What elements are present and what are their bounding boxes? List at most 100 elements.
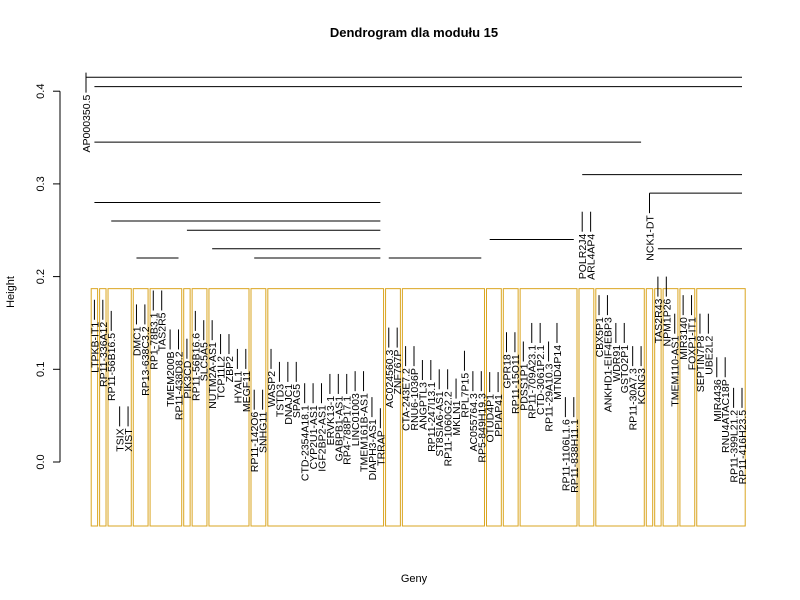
leaf-label: PIK3CD [182, 360, 194, 398]
leaf-label: AC055764.3 [468, 393, 480, 452]
leaf-label: RNU4ATAC18P [720, 379, 732, 453]
leaf-label: RP11-399L21.2 [729, 410, 741, 483]
leaf-label: TAS2R5 [157, 312, 169, 351]
leaf-label: TSIX [115, 428, 127, 451]
leaf-label: AP000350.5 [81, 95, 93, 153]
leaf-label: RP11-838H11.1 [569, 419, 581, 493]
leaf-label: RP11-336A12 [98, 322, 110, 387]
y-tick-label: 0.0 [35, 454, 47, 469]
cluster-box [662, 288, 679, 527]
cluster-box [679, 288, 696, 527]
leaf-label: GSTO2P1 [619, 345, 631, 393]
leaf-label: RP11-247I13.1 [426, 382, 438, 452]
y-tick-label: 0.3 [35, 176, 47, 191]
leaf-label: ZNF767P [392, 350, 404, 395]
cluster-box [191, 288, 208, 527]
leaf-label: TSTD3 [274, 384, 286, 417]
leaf-label: SLC5A5 [199, 342, 211, 381]
leaf-label: CTD-3061P2.1 [535, 345, 547, 415]
leaf-label: CYP2U1-AS1 [308, 405, 320, 469]
leaf-label: SPAG5 [291, 384, 303, 418]
cluster-box [183, 288, 191, 527]
y-axis-label: Height [5, 276, 17, 308]
cluster-box [578, 288, 595, 527]
leaf-label: RP13-638C3.2 [140, 326, 152, 396]
leaf-label: LTPKB-IT1 [89, 322, 101, 373]
leaf-label: NUTM2A-AS1 [207, 342, 219, 409]
y-tick-label: 0.1 [35, 362, 47, 377]
leaf-label: RP1-78B3.1 [148, 312, 160, 369]
leaf-label: WASP2 [266, 371, 278, 408]
leaf-label: SEPTIN7P8 [695, 336, 707, 393]
cluster-box [645, 288, 654, 527]
leaf-label: GPR18 [502, 354, 514, 389]
cluster-box [385, 288, 401, 527]
y-tick-label: 0.4 [35, 84, 47, 99]
cluster-box [401, 288, 485, 527]
y-tick-label: 0.2 [35, 269, 47, 284]
cluster-box [250, 288, 267, 527]
dendrogram-tree [85, 72, 743, 429]
leaf-label: CBX5P1 [594, 317, 606, 357]
y-axis: 0.0 0.1 0.2 0.3 0.4 [35, 84, 61, 470]
leaf-label: RP11-15O11 [510, 354, 522, 414]
x-axis-label: Geny [401, 573, 428, 585]
leaf-label: IGF2BP2-AS1 [316, 405, 328, 472]
leaf-label: SNHG11 [258, 412, 270, 453]
leaf-label: ZBP2 [224, 356, 236, 382]
leaf-label: TMEM200B [165, 351, 177, 406]
leaf-label: ARL4AP4 [586, 234, 598, 280]
leaf-label: ST8SIA6-AS1 [434, 391, 446, 457]
cluster-box [485, 288, 502, 527]
leaf-label: NCK1-DT [644, 215, 656, 261]
leaf-label: MEGF11 [241, 371, 253, 412]
cluster-box [595, 288, 645, 527]
leaf-label: MTND4P14 [552, 345, 564, 400]
leaf-label: RP5-849H19.3 [476, 393, 488, 463]
leaf-label: RP11-416H23.5 [737, 410, 749, 485]
leaf-label: CTD-2354A18.1 [300, 405, 312, 481]
leaf-label: ANGPTL3 [417, 382, 429, 430]
leaf-label: ANKHD1-EIF4EBP3 [602, 317, 614, 412]
leaf-label: PPIAP41 [493, 394, 505, 437]
leaf-label: XIST [123, 428, 135, 452]
leaf-label: DMC1 [131, 326, 143, 356]
leaf-label: TAS2R43 [653, 298, 665, 343]
cluster-box [502, 288, 519, 527]
leaf-label: TCP11L2 [216, 356, 228, 400]
leaf-label: RP11-709A23.1 [527, 345, 539, 419]
leaf-label: MIR4436 [712, 379, 724, 422]
cluster-box [519, 288, 578, 527]
cluster-boxes [90, 288, 746, 527]
cluster-box [90, 288, 99, 527]
leaf-label: UBE2L2 [703, 336, 715, 375]
leaf-label: RP11-29A10.3 [544, 363, 556, 431]
leaf-label: NPM1P26 [661, 298, 673, 346]
leaf-label: RP11-438D8.2 [174, 351, 186, 420]
leaf-label: HYAL1 [232, 371, 244, 404]
leaf-label: RNU6-1036P [409, 368, 421, 430]
leaf-label: RP11-142O6 [249, 412, 261, 473]
leaf-label: DNAJC1 [283, 384, 295, 425]
leaf-label: ERVK13-1 [325, 396, 337, 446]
cluster-box [107, 288, 132, 527]
cluster-box [99, 288, 107, 527]
leaf-label: TMEM110-AS1 [670, 336, 682, 407]
leaf-label: GABPB1-AS1 [333, 396, 345, 462]
leaf-label: CTA-243E7.2 [401, 368, 413, 431]
cluster-box [149, 288, 183, 527]
leaf-label: WDR91 [611, 345, 623, 382]
leaf-label: RP4-788P17.1 [342, 396, 354, 465]
leaf-label: RP11-1106L1.6 [560, 419, 572, 491]
cluster-box [696, 288, 746, 527]
leaf-label: OTUD4P1 [485, 394, 497, 443]
leaf-label: PDSS1P1 [518, 363, 530, 410]
leaf-label: AC024560.3 [384, 349, 396, 408]
leaf-label: RPL7P15 [459, 373, 471, 418]
leaf-labels: AP000350.5 LTPKB-IT1RP11-336A12RP11-56B16… [81, 95, 749, 493]
leaf-label: TRRAP [375, 430, 387, 466]
leaf-label: RP11-56B16.5 [106, 333, 118, 401]
leaf-label: TMEM161B-AS1 [359, 393, 371, 472]
leaf-label: KCNG3 [636, 368, 648, 404]
